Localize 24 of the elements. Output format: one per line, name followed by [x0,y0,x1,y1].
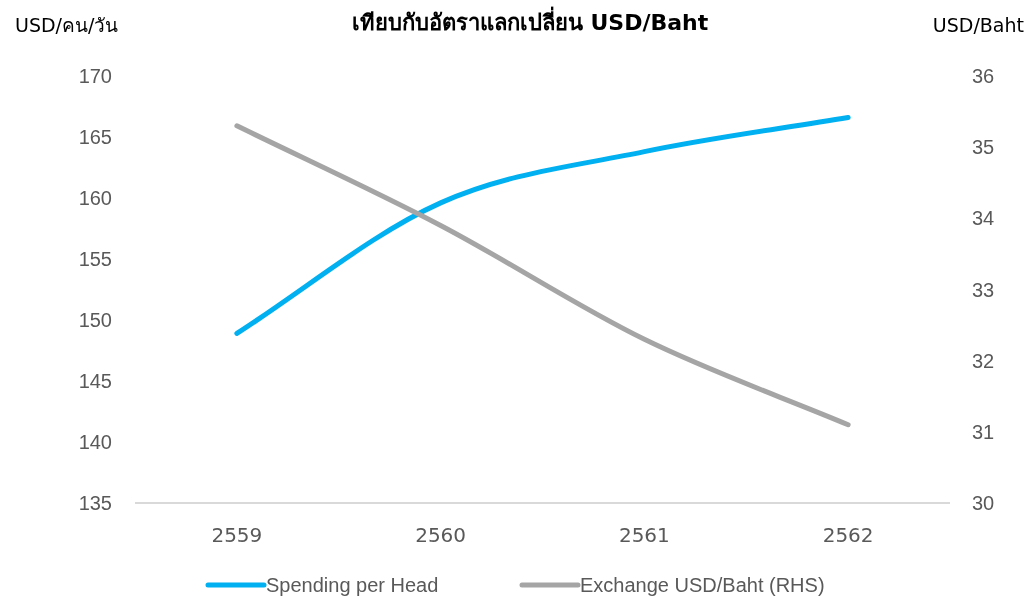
legend-label: Exchange USD/Baht (RHS) [580,574,825,596]
y2-tick-label: 36 [972,65,995,87]
y-tick-label: 165 [78,126,112,148]
x-tick-label: 2562 [822,523,874,547]
y-tick-label: 145 [78,370,112,392]
x-tick-label: 2559 [211,523,263,547]
y2-tick-label: 35 [972,136,995,159]
y2-axis-title: USD/Baht [932,14,1024,36]
y-tick-label: 150 [78,309,112,331]
legend-label: Spending per Head [266,574,439,596]
y2-tick-label: 32 [972,349,995,372]
y2-tick-label: 33 [972,278,995,301]
x-tick-label: 2561 [618,523,670,547]
y2-tick-label: 31 [972,420,995,443]
y-tick-label: 160 [78,187,112,209]
y-axis-title: USD/คน/วัน [15,14,119,36]
y-tick-label: 135 [78,492,112,514]
y-tick-label: 155 [78,248,112,270]
x-tick-label: 2560 [415,523,467,547]
y-tick-label: 170 [78,65,112,87]
y-tick-label: 140 [78,431,112,453]
y2-tick-label: 30 [972,492,995,514]
chart-title: เทียบกับอัตราแลกเปลี่ยน USD/Baht [351,6,709,35]
y2-tick-label: 34 [972,207,995,230]
